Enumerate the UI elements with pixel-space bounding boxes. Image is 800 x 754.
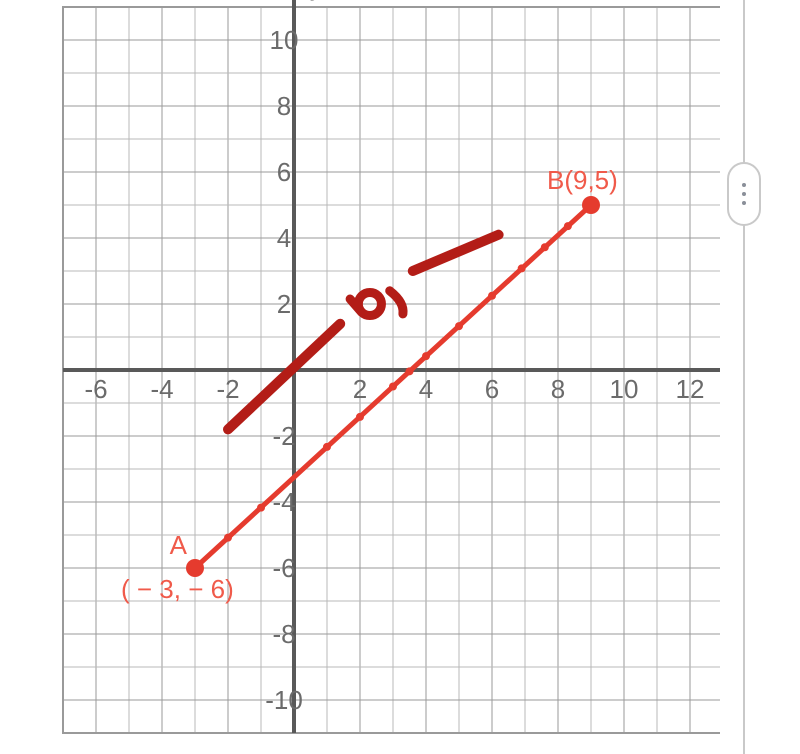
x-tick-label: 8 — [551, 374, 565, 404]
y-tick-label: -10 — [265, 685, 303, 715]
y-tick-label: 2 — [277, 289, 291, 319]
sidebar-divider — [743, 0, 745, 754]
y-tick-label: 10 — [270, 25, 299, 55]
x-tick-label: 2 — [353, 374, 367, 404]
x-tick-label: -6 — [84, 374, 107, 404]
x-tick-label: 12 — [676, 374, 705, 404]
x-tick-label: -2 — [216, 374, 239, 404]
y-tick-label: -8 — [272, 619, 295, 649]
y-axis-label: y — [310, 0, 327, 1]
dots-icon — [742, 192, 746, 196]
point-a-label: A — [170, 530, 188, 560]
x-tick-label: -4 — [150, 374, 173, 404]
dots-icon — [742, 183, 746, 187]
point-b-label: B(9,5) — [547, 165, 618, 195]
x-tick-label: 4 — [419, 374, 433, 404]
y-tick-label: 6 — [277, 157, 291, 187]
point-a-coords: ( − 3, − 6) — [121, 574, 234, 604]
y-tick-label: -2 — [272, 421, 295, 451]
y-tick-label: -6 — [272, 553, 295, 583]
y-tick-label: 4 — [277, 223, 291, 253]
x-tick-label: 6 — [485, 374, 499, 404]
coordinate-graph: y-6-4-224681012-10-8-6-4-2246810A( − 3, … — [0, 0, 720, 754]
x-tick-label: 10 — [610, 374, 639, 404]
more-options-button[interactable] — [727, 162, 761, 226]
graph-svg: y-6-4-224681012-10-8-6-4-2246810A( − 3, … — [0, 0, 720, 754]
y-tick-label: 8 — [277, 91, 291, 121]
dots-icon — [742, 201, 746, 205]
